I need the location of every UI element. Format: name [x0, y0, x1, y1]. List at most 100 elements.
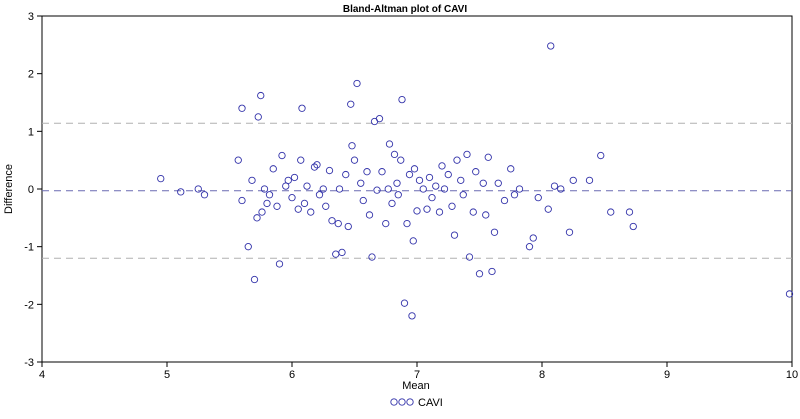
data-point [328, 217, 336, 225]
data-point [597, 151, 605, 160]
data-point [785, 290, 794, 298]
y-tick-label: -1 [24, 242, 34, 254]
data-point [453, 156, 461, 164]
x-tick-label: 8 [539, 369, 545, 381]
data-point [400, 299, 409, 307]
data-point [335, 185, 344, 193]
data-point [359, 196, 367, 205]
data-point [569, 176, 577, 185]
data-point [413, 207, 421, 215]
y-tick-label: -2 [24, 299, 34, 311]
data-point [388, 199, 396, 208]
data-point [322, 202, 330, 210]
data-point [365, 211, 374, 219]
data-point [397, 156, 405, 164]
data-point [378, 168, 386, 176]
reference-lines [42, 122, 792, 259]
data-point [585, 176, 594, 185]
y-tick-label: -3 [24, 357, 34, 369]
data-point [557, 185, 565, 193]
data-point [490, 228, 499, 236]
data-point [288, 193, 296, 202]
legend: CAVI [390, 397, 443, 409]
data-point [338, 248, 346, 257]
data-point [244, 243, 252, 251]
data-point [373, 186, 381, 194]
data-point [177, 188, 185, 196]
data-point [507, 165, 515, 173]
data-point [238, 104, 246, 112]
plot-frame [41, 15, 793, 363]
y-tick-label: 3 [28, 11, 34, 23]
x-tick-label: 10 [786, 369, 798, 381]
x-tick-label: 6 [289, 369, 295, 381]
data-point [403, 219, 411, 228]
data-point [298, 104, 306, 112]
data-point [375, 114, 384, 123]
x-tick-label: 7 [414, 369, 420, 381]
data-point [463, 150, 471, 159]
data-point [273, 202, 281, 210]
data-point [390, 150, 399, 159]
data-point [465, 253, 474, 261]
data-point [347, 100, 355, 108]
data-point [290, 173, 299, 182]
data-point [382, 219, 390, 228]
data-point [544, 205, 552, 213]
data-point [325, 166, 334, 175]
x-axis-label: Mean [402, 380, 430, 392]
data-point [500, 196, 509, 205]
data-point [547, 42, 555, 50]
data-point [265, 191, 274, 199]
data-point [357, 179, 365, 187]
data-point [625, 208, 634, 216]
data-point [410, 165, 419, 173]
x-tick-label: 5 [164, 369, 170, 381]
x-tick-label: 9 [664, 369, 670, 381]
y-tick-label: 1 [28, 126, 34, 138]
data-point [263, 199, 271, 208]
data-point [269, 165, 277, 173]
data-point [409, 237, 417, 245]
data-point [294, 205, 302, 213]
data-point [408, 312, 416, 320]
data-point [525, 243, 534, 251]
data-point [238, 196, 246, 205]
data-point [444, 170, 452, 179]
data-point [260, 185, 269, 193]
data-point [440, 185, 449, 193]
data-point [428, 193, 436, 202]
data-point [368, 253, 376, 261]
data-point [510, 191, 519, 199]
data-point [157, 174, 165, 183]
data-point [297, 156, 305, 164]
data-point [353, 79, 361, 88]
data-point [398, 95, 406, 104]
data-point [450, 231, 459, 239]
data-point [529, 234, 537, 242]
data-point [515, 185, 524, 193]
data-point [319, 185, 327, 193]
data-point [234, 156, 242, 164]
data-point [534, 193, 542, 202]
data-point [607, 208, 615, 216]
data-point [248, 176, 256, 185]
data-point [348, 142, 356, 150]
data-point [629, 222, 637, 231]
data-point [550, 182, 559, 190]
data-point [315, 191, 324, 199]
data-point [384, 185, 392, 193]
data-point [194, 185, 202, 193]
data-point [419, 185, 427, 193]
data-point [459, 191, 467, 199]
data-point [334, 219, 342, 228]
data-point [284, 176, 292, 185]
data-point [258, 208, 266, 216]
data-point [488, 267, 496, 276]
data-point [469, 208, 477, 216]
data-point [278, 151, 286, 160]
data-point [363, 168, 371, 176]
data-point [438, 162, 446, 170]
